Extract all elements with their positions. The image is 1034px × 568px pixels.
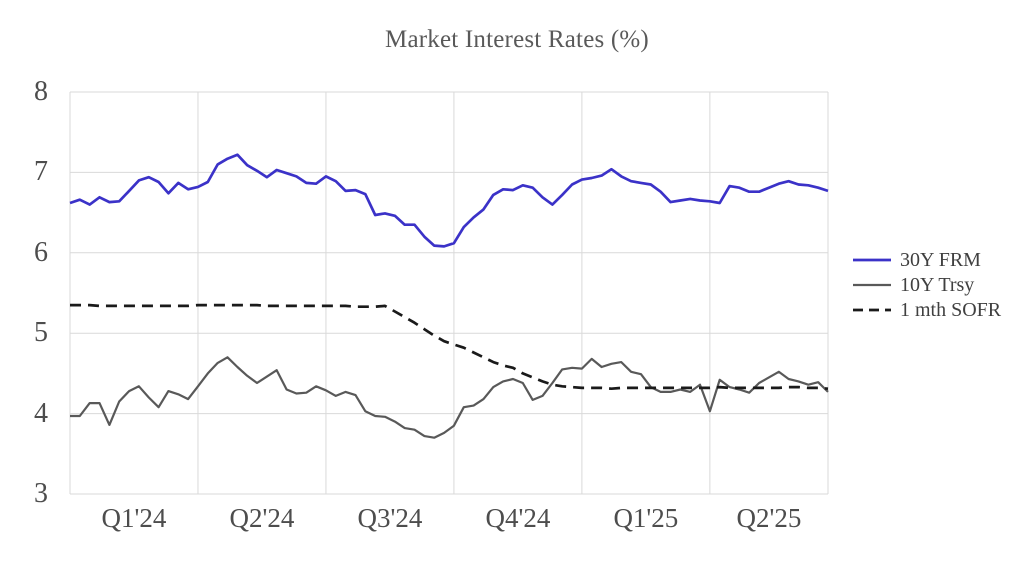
series-line-30y-frm [69, 153, 829, 248]
legend-swatch-dashed-line [853, 308, 891, 312]
legend-item-30y-frm: 30Y FRM [853, 249, 1001, 271]
y-axis-tick-label: 8 [34, 76, 48, 107]
y-axis-tick-label: 5 [34, 317, 48, 349]
y-axis-tick-label: 7 [34, 156, 48, 188]
x-axis-tick-label: Q3'24 [357, 503, 423, 533]
legend-label: 10Y Trsy [900, 273, 975, 296]
legend-label: 1 mth SOFR [900, 298, 1002, 321]
y-axis-tick-label: 4 [34, 397, 48, 429]
series-line-10y-trsy [70, 356, 829, 439]
chart-title: Market Interest Rates (%) [385, 26, 649, 53]
legend-swatch-solid-line [853, 283, 891, 287]
legend: 30Y FRM 10Y Trsy 1 mth SOFR [853, 249, 1001, 321]
legend-swatch-solid-line [853, 258, 891, 262]
legend-item-1-mth-sofr: 1 mth SOFR [853, 299, 1001, 321]
x-axis-tick-label: Q1'25 [613, 503, 679, 533]
x-axis-tick-label: Q2'24 [229, 503, 295, 533]
y-axis-tick-label: 3 [34, 478, 48, 509]
series-line-1-mth-sofr [70, 303, 829, 391]
x-axis-tick-label: Q4'24 [485, 503, 551, 533]
x-axis-tick-label: Q1'24 [101, 503, 167, 533]
x-axis-tick-label: Q2'25 [736, 503, 802, 533]
legend-item-10y-trsy: 10Y Trsy [853, 274, 1001, 296]
legend-label: 30Y FRM [900, 248, 981, 271]
y-axis-tick-label: 6 [34, 236, 48, 268]
